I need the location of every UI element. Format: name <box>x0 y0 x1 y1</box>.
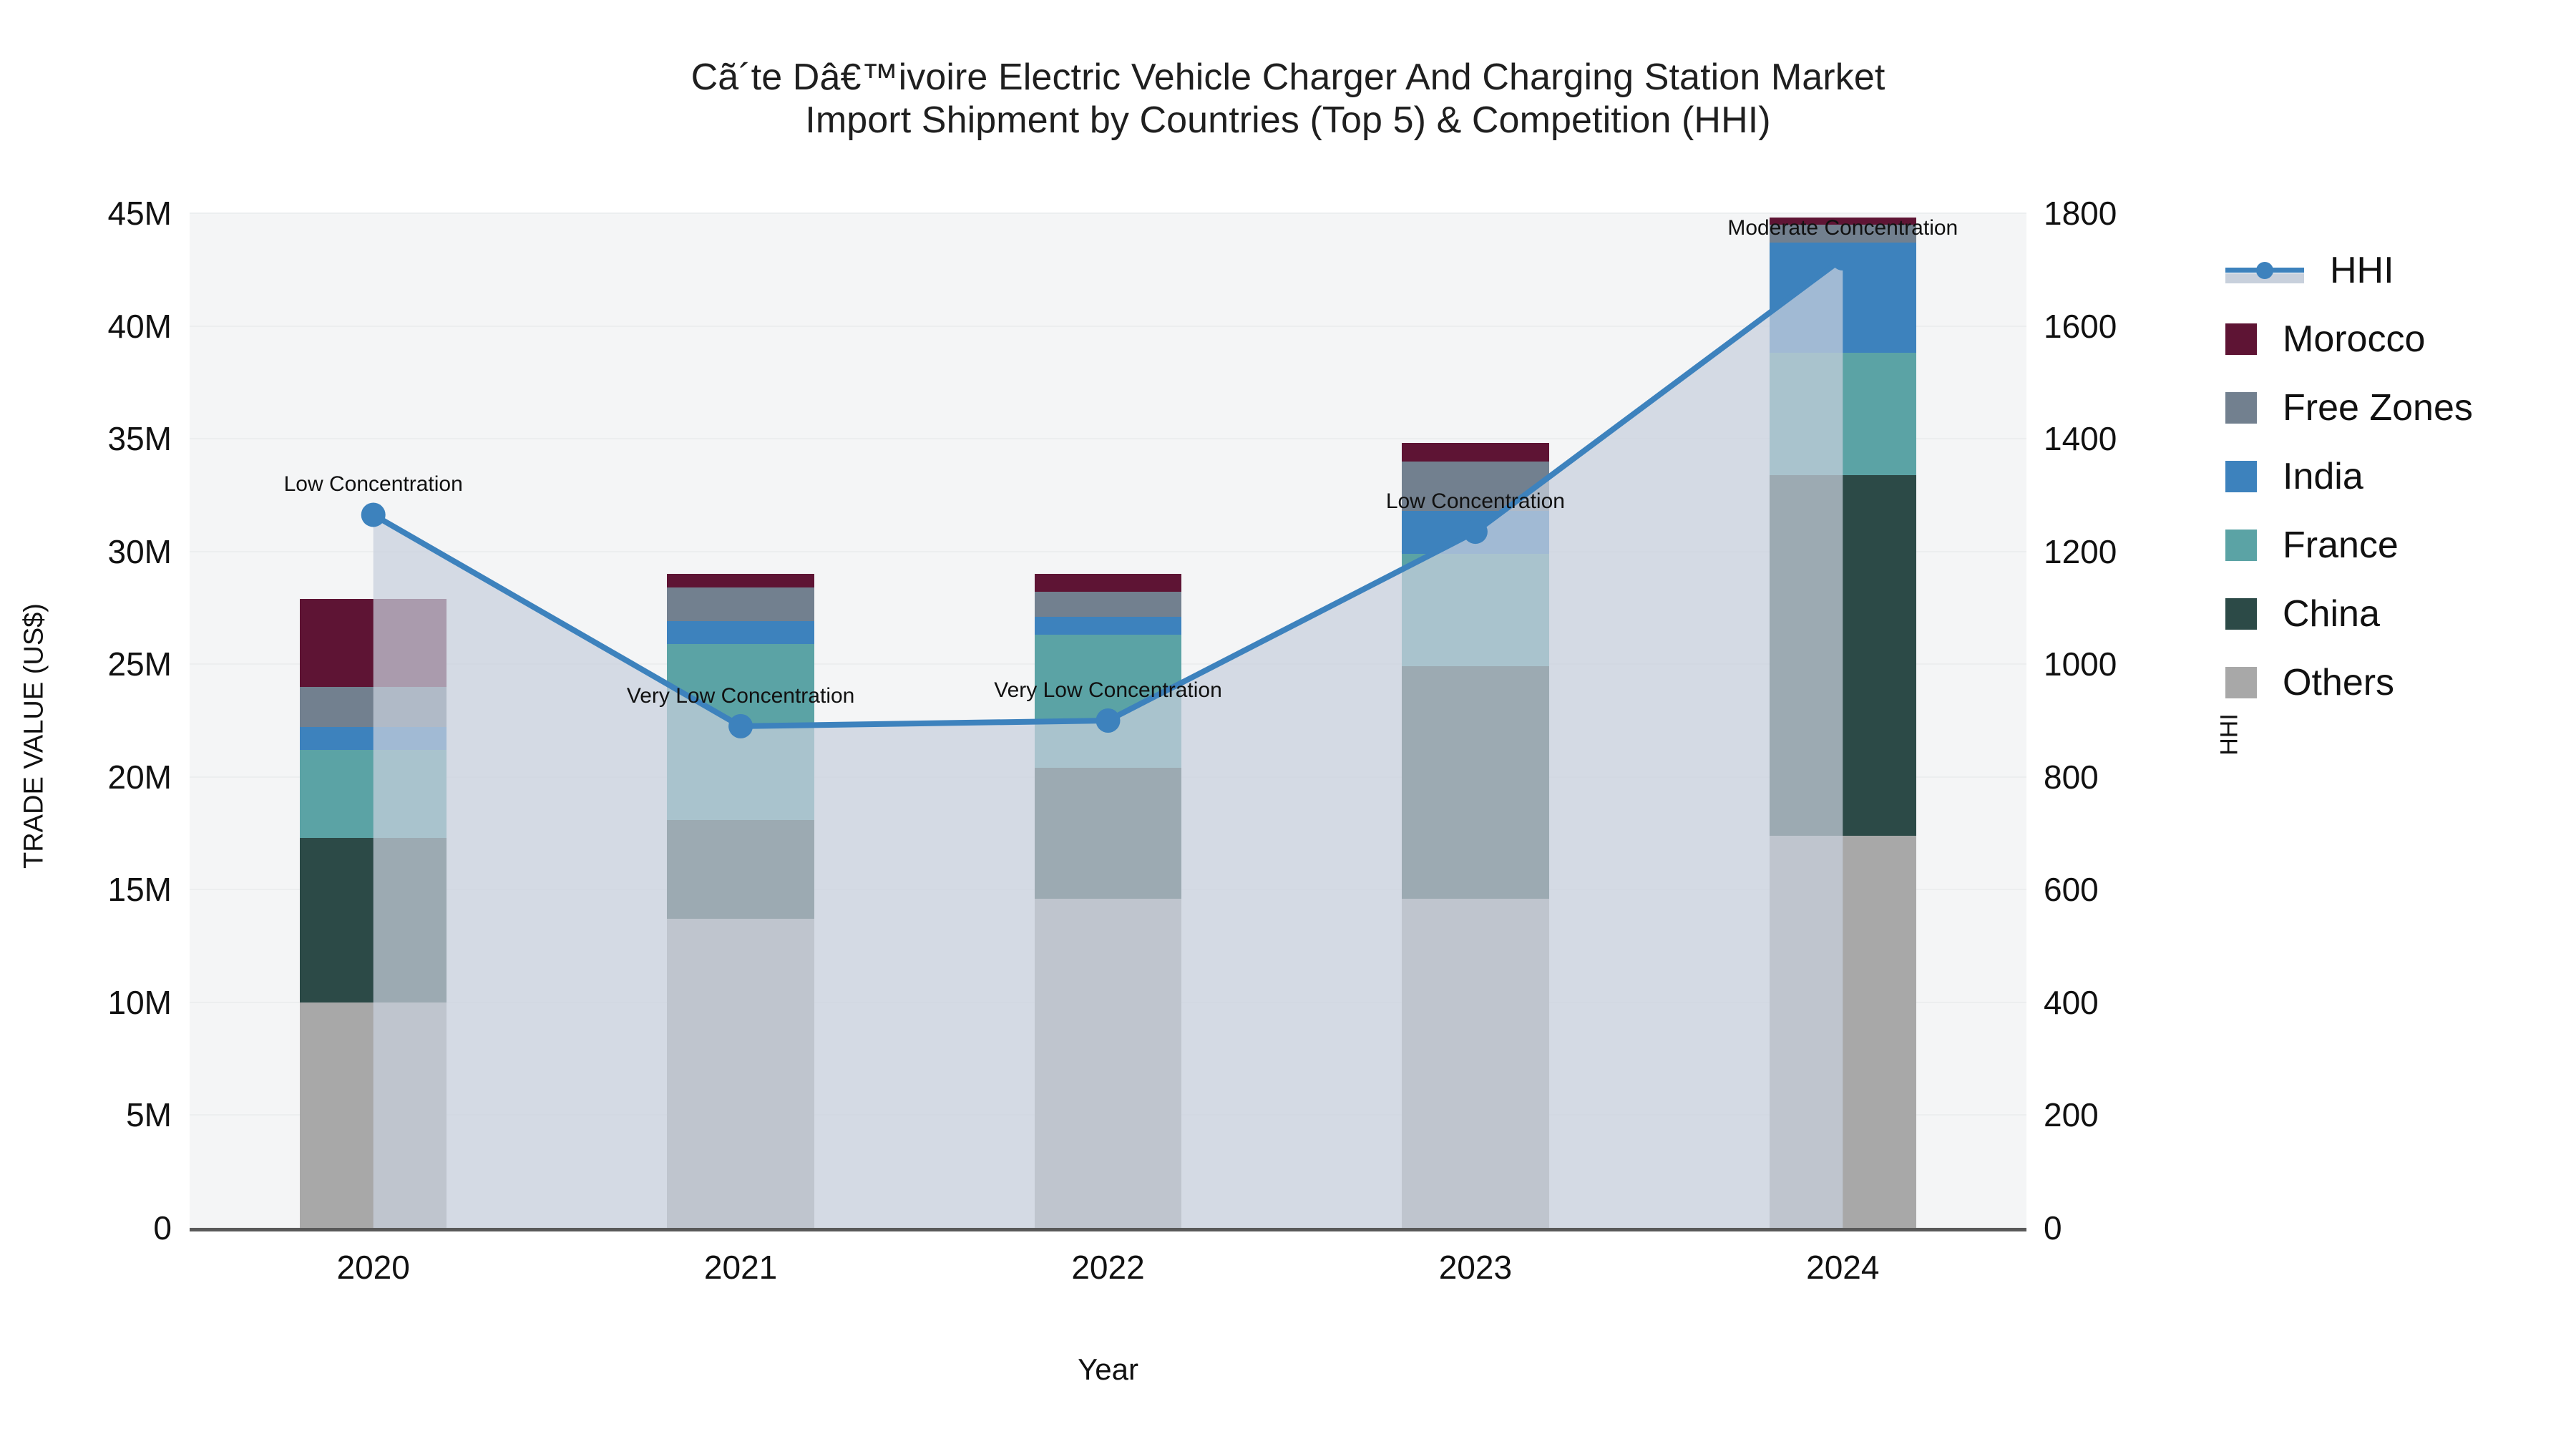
bar-segment-india[interactable] <box>1034 617 1182 635</box>
hhi-series <box>361 246 1855 1228</box>
legend-item-india[interactable]: India <box>2225 442 2562 511</box>
y-tick-left: 25M <box>107 645 172 683</box>
y-tick-right: 400 <box>2044 983 2099 1021</box>
y-tick-left: 20M <box>107 758 172 796</box>
legend-swatch <box>2225 392 2257 424</box>
y-tick-left: 5M <box>126 1096 172 1134</box>
x-tick-2023: 2023 <box>1438 1249 1513 1286</box>
legend-label: Morocco <box>2283 318 2426 360</box>
gridline-right <box>190 438 2026 440</box>
x-axis-line <box>190 1228 2026 1231</box>
legend-label: Free Zones <box>2283 387 2473 429</box>
hhi-point-annotation: Very Low Concentration <box>994 678 1222 702</box>
hhi-area-fill <box>373 258 1843 1228</box>
y-tick-left: 0 <box>153 1209 172 1246</box>
x-axis-title: Year <box>1078 1352 1138 1386</box>
gridline-right <box>190 325 2026 327</box>
hhi-point-annotation: Very Low Concentration <box>626 683 855 708</box>
legend-swatch <box>2225 323 2257 355</box>
hhi-marker[interactable] <box>1830 246 1855 271</box>
bar-segment-india[interactable] <box>667 621 814 644</box>
y-tick-left: 15M <box>107 871 172 909</box>
legend-item-china[interactable]: China <box>2225 580 2562 648</box>
y-tick-right: 1800 <box>2044 195 2117 232</box>
legend-swatch <box>2225 530 2257 561</box>
legend-swatch <box>2225 667 2257 698</box>
y-tick-right: 0 <box>2044 1209 2062 1246</box>
y-tick-right: 200 <box>2044 1096 2099 1134</box>
bar-segment-morocco[interactable] <box>1402 443 1549 462</box>
bar-segment-morocco[interactable] <box>667 574 814 588</box>
y-tick-left: 30M <box>107 532 172 570</box>
hhi-marker[interactable] <box>1096 708 1121 733</box>
hhi-point-annotation: Low Concentration <box>283 472 463 497</box>
y-tick-left: 40M <box>107 307 172 345</box>
x-tick-2021: 2021 <box>703 1249 778 1286</box>
bar-segment-free-zones[interactable] <box>667 587 814 622</box>
plot-area: Low Concentration Very Low Concentration V… <box>190 213 2026 1229</box>
gridline-right <box>190 213 2026 214</box>
y-tick-right: 600 <box>2044 871 2099 909</box>
bar-segment-free-zones[interactable] <box>1034 592 1182 618</box>
legend-item-morocco[interactable]: Morocco <box>2225 305 2562 374</box>
y-tick-left: 45M <box>107 195 172 232</box>
y-tick-right: 1000 <box>2044 645 2117 683</box>
x-tick-2024: 2024 <box>1806 1249 1880 1286</box>
hhi-marker[interactable] <box>1463 519 1488 545</box>
y-axis-left-title: TRADE VALUE (US$) <box>19 603 49 869</box>
legend-label: China <box>2283 593 2380 635</box>
legend: HHI Morocco Free Zones India France China Othe… <box>2225 236 2562 717</box>
bar-segment-morocco[interactable] <box>1034 574 1182 592</box>
legend-label: HHI <box>2330 250 2394 291</box>
legend-item-france[interactable]: France <box>2225 511 2562 580</box>
legend-item-free-zones[interactable]: Free Zones <box>2225 374 2562 442</box>
y-tick-right: 1200 <box>2044 532 2117 570</box>
y-tick-right: 1600 <box>2044 307 2117 345</box>
hhi-marker[interactable] <box>728 713 753 738</box>
legend-item-hhi[interactable]: HHI <box>2225 236 2562 305</box>
legend-swatch <box>2225 461 2257 492</box>
legend-label: Others <box>2283 662 2395 703</box>
legend-label: France <box>2283 525 2399 566</box>
x-tick-2022: 2022 <box>1071 1249 1145 1286</box>
legend-line-marker <box>2225 255 2304 286</box>
legend-label: India <box>2283 456 2363 497</box>
y-tick-left: 35M <box>107 420 172 458</box>
x-tick-2020: 2020 <box>336 1249 410 1286</box>
legend-item-others[interactable]: Others <box>2225 648 2562 717</box>
bar-segment-free-zones[interactable] <box>1769 224 1916 243</box>
hhi-marker[interactable] <box>361 502 386 527</box>
hhi-point-annotation: Low Concentration <box>1385 489 1565 514</box>
hhi-point-annotation: Moderate Concentration <box>1727 216 1958 240</box>
y-tick-right: 1400 <box>2044 420 2117 458</box>
bar-segment-morocco[interactable] <box>1769 218 1916 225</box>
gridline-right <box>190 550 2026 552</box>
y-axis-right-ticks: 0 200 400 600 800 1000 1200 1400 1600 1800 <box>2044 0 2258 1449</box>
y-axis-left-ticks: 0 5M 10M 15M 20M 25M 30M 35M 40M 45M <box>0 0 172 1449</box>
y-tick-right: 800 <box>2044 758 2099 796</box>
legend-swatch <box>2225 598 2257 630</box>
y-tick-left: 10M <box>107 983 172 1021</box>
legend-line-dot <box>2256 262 2273 279</box>
